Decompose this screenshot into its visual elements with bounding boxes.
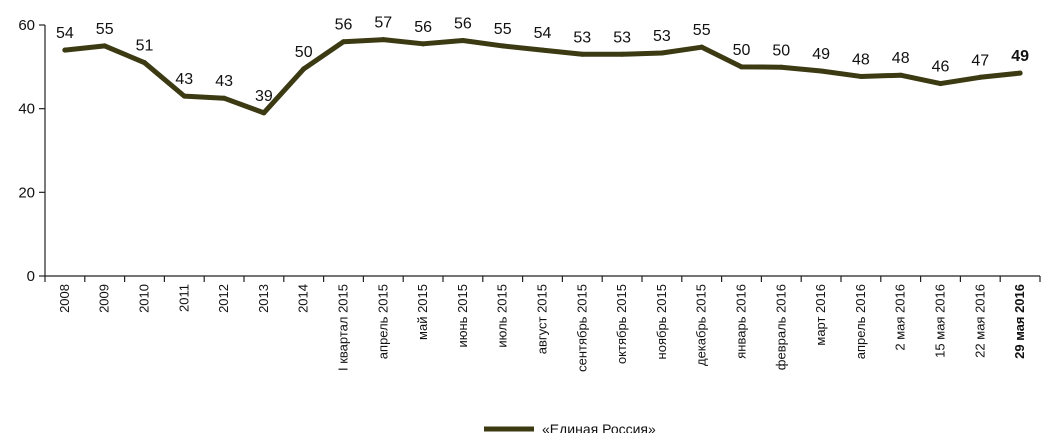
data-label: 51 xyxy=(136,38,154,55)
data-label: 56 xyxy=(414,19,432,36)
x-tick-label: май 2015 xyxy=(415,284,430,340)
y-tick-label: 40 xyxy=(18,101,35,118)
data-point xyxy=(619,51,625,57)
x-tick-label: I квартал 2015 xyxy=(336,284,351,371)
y-tick-label: 60 xyxy=(18,17,35,34)
x-tick-label: октябрь 2015 xyxy=(614,284,629,364)
data-point xyxy=(699,44,705,50)
x-tick-label: 2009 xyxy=(97,284,112,313)
legend: «Единая Россия» xyxy=(484,421,656,433)
data-point xyxy=(301,66,307,72)
x-axis: 2008 2009 2010 2011 2012 2013 2014 I квартал 20… xyxy=(44,275,1041,372)
data-label: 46 xyxy=(932,59,950,76)
x-tick-label: февраль 2016 xyxy=(773,284,788,370)
x-tick-label: август 2015 xyxy=(535,284,550,354)
x-tick-label: ноябрь 2015 xyxy=(654,284,669,359)
x-tick-label: 2011 xyxy=(176,284,191,312)
data-point xyxy=(102,43,108,49)
x-tick-label: сентябрь 2015 xyxy=(574,284,589,372)
data-point xyxy=(858,73,864,79)
y-axis: 0 20 40 60 xyxy=(18,17,46,285)
data-point xyxy=(818,68,824,74)
data-point xyxy=(739,64,744,70)
data-point xyxy=(659,50,665,56)
x-tick-label: 22 мая 2016 xyxy=(972,284,987,358)
data-label: 55 xyxy=(494,21,512,38)
data-label: 39 xyxy=(255,88,273,105)
data-label: 54 xyxy=(534,25,552,42)
data-label: 50 xyxy=(295,44,313,61)
x-tick-label: 2012 xyxy=(216,284,231,313)
data-point xyxy=(500,43,506,49)
data-point xyxy=(579,51,585,57)
data-point xyxy=(341,39,346,45)
data-label: 53 xyxy=(573,29,591,46)
x-tick-label: 15 мая 2016 xyxy=(933,284,948,358)
data-point xyxy=(778,64,784,70)
data-point xyxy=(221,95,227,101)
legend-label: «Единая Россия» xyxy=(542,421,656,433)
data-label: 50 xyxy=(772,42,790,59)
x-tick-label: 2010 xyxy=(137,284,152,313)
data-point xyxy=(380,37,386,43)
data-point xyxy=(62,47,68,53)
series-group xyxy=(62,37,1023,116)
data-point xyxy=(142,60,147,66)
data-label: 47 xyxy=(971,52,989,69)
data-point xyxy=(540,47,545,53)
data-label: 53 xyxy=(613,29,631,46)
y-tick-label: 0 xyxy=(27,268,35,285)
data-label: 56 xyxy=(454,15,472,32)
data-point xyxy=(977,74,983,80)
data-label: 43 xyxy=(175,71,193,88)
data-label: 54 xyxy=(56,25,74,42)
data-point xyxy=(938,81,943,87)
x-tick-label: апрель 2016 xyxy=(853,284,868,359)
data-label: 50 xyxy=(733,42,751,59)
x-tick-label: 2013 xyxy=(256,284,271,313)
data-label: 48 xyxy=(852,51,870,68)
data-point xyxy=(261,110,267,116)
y-tick-label: 20 xyxy=(18,184,35,201)
data-label: 49 xyxy=(812,46,830,63)
data-label: 48 xyxy=(892,50,910,67)
x-tick-label: январь 2016 xyxy=(734,284,749,359)
data-label: 57 xyxy=(374,15,392,32)
x-tick-label: 2008 xyxy=(57,284,72,313)
data-point xyxy=(1017,70,1023,76)
data-label: 56 xyxy=(335,17,353,34)
data-point xyxy=(460,37,466,43)
x-tick-label: июль 2015 xyxy=(495,284,510,348)
data-label: 43 xyxy=(215,73,233,90)
x-tick-label: июнь 2015 xyxy=(455,284,470,348)
data-label: 55 xyxy=(96,21,114,38)
data-label: 55 xyxy=(693,22,711,39)
data-labels: 54 55 51 43 43 39 50 56 57 56 56 55 54 53 53 53 55 50 50 49… xyxy=(56,15,1029,105)
x-tick-label: 2014 xyxy=(296,284,311,313)
x-tick-label: апрель 2015 xyxy=(375,284,390,359)
data-label: 49 xyxy=(1011,48,1029,65)
data-label: 53 xyxy=(653,28,671,45)
data-point xyxy=(181,93,187,99)
x-tick-label: декабрь 2015 xyxy=(694,284,709,366)
data-point xyxy=(420,41,426,47)
x-tick-label: 29 мая 2016 xyxy=(1012,284,1027,359)
x-tick-label: март 2016 xyxy=(813,284,828,346)
data-point xyxy=(898,72,904,78)
x-tick-label: 2 мая 2016 xyxy=(893,284,908,351)
